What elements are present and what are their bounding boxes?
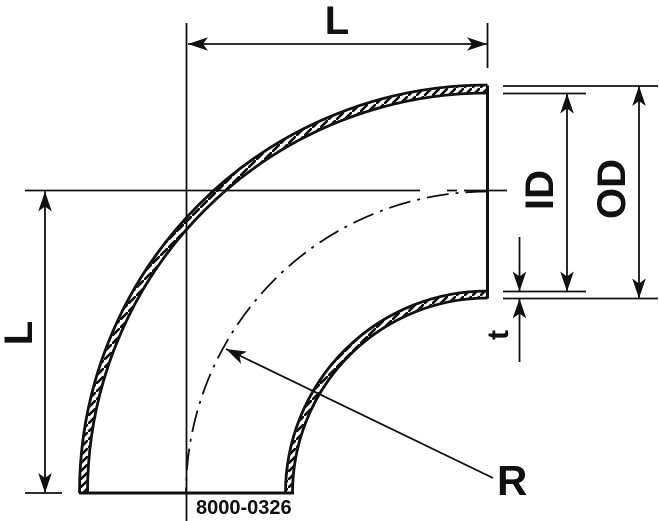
elbow-outer-wall (78, 83, 488, 494)
dimension-lines (25, 23, 658, 494)
dim-label-inner-diameter: ID (518, 170, 562, 210)
bend-centerline-arc (185, 190, 488, 494)
dim-label-wall-thickness: t (482, 330, 515, 340)
centerlines (25, 23, 507, 521)
dim-label-length-top: L (325, 0, 349, 43)
elbow-inner-wall (284, 289, 488, 494)
part-number-label: 8000-0326 (196, 497, 292, 519)
dim-label-bend-radius: R (497, 457, 527, 504)
leader-line-bend-radius (225, 348, 494, 479)
dim-label-length-left: L (0, 321, 41, 345)
dim-label-outer-diameter: OD (590, 159, 634, 219)
